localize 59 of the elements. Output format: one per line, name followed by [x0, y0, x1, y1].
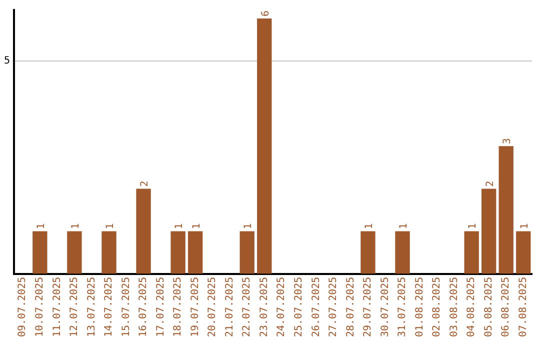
- x-tick-label: 14.07.2025: [104, 276, 115, 338]
- x-tick-label: 17.07.2025: [155, 276, 166, 338]
- x-tick-label: 09.07.2025: [17, 276, 28, 338]
- x-tick-label: 02.08.2025: [432, 276, 443, 338]
- x-tick-label: 25.07.2025: [294, 276, 305, 338]
- x-tick-label: 30.07.2025: [380, 276, 391, 338]
- bar: [498, 146, 514, 274]
- x-tick-label: 15.07.2025: [120, 276, 132, 338]
- x-tick-label: 05.08.2025: [483, 276, 494, 338]
- x-tick-label: 03.08.2025: [448, 276, 460, 338]
- x-tick-label: 31.07.2025: [397, 276, 408, 338]
- x-tick-label: 24.07.2025: [276, 276, 288, 338]
- bar: [67, 231, 82, 274]
- data-label: 2: [140, 180, 151, 187]
- x-tick-label: 28.07.2025: [345, 276, 356, 338]
- x-tick-label: 16.07.2025: [138, 276, 150, 338]
- bar: [257, 18, 272, 274]
- bar: [516, 231, 531, 274]
- x-tick-label: 10.07.2025: [34, 276, 46, 338]
- data-label: 3: [502, 138, 514, 144]
- data-label: 1: [243, 223, 254, 230]
- data-label: 1: [191, 223, 202, 230]
- bar: [32, 231, 48, 274]
- x-tick-label: 20.07.2025: [207, 276, 218, 338]
- bar: [102, 231, 116, 274]
- x-tick-label: 06.08.2025: [500, 276, 512, 338]
- bar: [188, 231, 203, 274]
- data-label: 6: [260, 10, 272, 17]
- x-tick-label: 22.07.2025: [242, 276, 253, 338]
- y-tick-label: 5: [4, 56, 10, 67]
- bar: [395, 231, 410, 274]
- bar: [360, 231, 376, 274]
- x-tick-label: 13.07.2025: [86, 276, 98, 338]
- x-tick-label: 01.08.2025: [414, 276, 426, 338]
- data-label: 1: [398, 223, 410, 230]
- bar: [464, 231, 479, 274]
- x-tick-label: 12.07.2025: [69, 276, 80, 338]
- bar: [136, 188, 151, 274]
- x-tick-label: 18.07.2025: [172, 276, 184, 338]
- x-tick-label: 21.07.2025: [224, 276, 236, 338]
- data-label: 2: [484, 180, 496, 187]
- x-tick-label: 04.08.2025: [466, 276, 478, 338]
- x-tick-label: 23.07.2025: [258, 276, 270, 338]
- x-tick-label: 26.07.2025: [310, 276, 322, 338]
- bar: [481, 188, 496, 274]
- x-tick-label: 19.07.2025: [190, 276, 201, 338]
- data-label: 1: [519, 223, 530, 230]
- data-label: 1: [364, 223, 375, 230]
- bar: [170, 231, 186, 274]
- data-label: 1: [174, 223, 186, 230]
- x-tick-label: 07.08.2025: [518, 276, 529, 338]
- bar: [240, 231, 254, 274]
- data-label: 1: [468, 223, 479, 230]
- data-label: 1: [36, 223, 47, 230]
- x-tick-label: 11.07.2025: [52, 276, 63, 338]
- data-label: 1: [104, 223, 116, 230]
- x-tick-label: 29.07.2025: [362, 276, 374, 338]
- data-label: 1: [70, 223, 82, 230]
- x-tick-label: 27.07.2025: [328, 276, 340, 338]
